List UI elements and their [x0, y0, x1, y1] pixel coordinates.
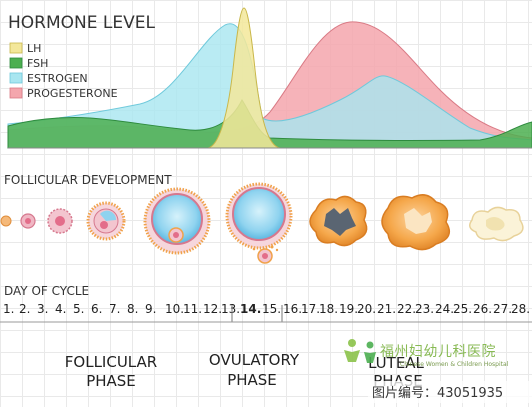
- graafian-follicle: [225, 182, 293, 264]
- estrogen-curve: [7, 23, 532, 149]
- day-label: 20.: [357, 302, 376, 316]
- phase-ovulatory: OVULATORY PHASE: [209, 351, 300, 389]
- day-label: 9.: [145, 302, 156, 316]
- legend-swatch-fsh: [9, 57, 23, 69]
- legend-item-estrogen: ESTROGEN: [9, 72, 88, 85]
- day-label: 19.: [339, 302, 358, 316]
- early-corpus-luteum: [309, 195, 368, 247]
- day-label: 22.: [397, 302, 416, 316]
- legend-item-lh: LH: [9, 42, 41, 55]
- antral-follicle: [143, 187, 211, 255]
- day-label: 15.: [262, 302, 281, 316]
- day-label: 10.: [165, 302, 184, 316]
- phase-luteal-line1: LUTEAL: [368, 354, 424, 372]
- primary-follicle: [20, 213, 36, 229]
- day-label: 1.: [3, 302, 14, 316]
- phase-follicular-line1: FOLLICULAR: [65, 353, 157, 371]
- day-label: 6.: [91, 302, 102, 316]
- legend: LH FSH ESTROGEN PROGESTERONE: [9, 42, 118, 100]
- day-of-cycle-title: DAY OF CYCLE: [4, 284, 89, 298]
- legend-item-fsh: FSH: [9, 57, 48, 70]
- secondary-follicle: [47, 208, 73, 234]
- phase-ovulatory-line1: OVULATORY: [209, 351, 300, 369]
- legend-label-estrogen: ESTROGEN: [27, 72, 88, 85]
- watermark-id-background: [368, 381, 532, 403]
- watermark-english-name: Chinese Women & Children Hospital: [400, 361, 509, 368]
- day-label: 12.: [203, 302, 222, 316]
- day-label: 26.: [473, 302, 492, 316]
- watermark-id: 图片编号：43051935: [372, 386, 503, 401]
- day-label: 24.: [435, 302, 454, 316]
- follicle-sequence: [0, 182, 524, 264]
- day-label: 18.: [319, 302, 338, 316]
- day-label: 21.: [377, 302, 396, 316]
- day-label: 11.: [183, 302, 202, 316]
- day-label: 13.: [221, 302, 240, 316]
- day-label: 8.: [127, 302, 138, 316]
- phase-follicular-line2: PHASE: [86, 372, 136, 390]
- day-label-highlighted: 14.: [240, 302, 261, 316]
- hormone-graph: [7, 7, 532, 149]
- day-label: 7.: [109, 302, 120, 316]
- hormone-level-title: HORMONE LEVEL: [8, 13, 155, 33]
- day-label: 28.: [511, 302, 530, 316]
- day-label: 17.: [301, 302, 320, 316]
- corpus-albicans: [469, 206, 524, 242]
- legend-swatch-lh: [9, 42, 23, 54]
- watermark-logo-icon: [344, 339, 376, 363]
- legend-swatch-estrogen: [9, 72, 23, 84]
- follicular-development-title: FOLLICULAR DEVELOPMENT: [4, 173, 172, 187]
- day-label: 5.: [73, 302, 84, 316]
- day-label: 3.: [37, 302, 48, 316]
- legend-item-progesterone: PROGESTERONE: [9, 87, 118, 100]
- phase-ovulatory-line2: PHASE: [227, 371, 277, 389]
- mature-corpus-luteum: [381, 194, 451, 251]
- legend-label-progesterone: PROGESTERONE: [27, 87, 118, 100]
- legend-label-fsh: FSH: [27, 57, 48, 70]
- legend-label-lh: LH: [27, 42, 41, 55]
- primordial-follicle: [0, 215, 12, 227]
- day-label: 25.: [453, 302, 472, 316]
- day-label: 4.: [55, 302, 66, 316]
- day-label: 27.: [493, 302, 512, 316]
- day-label: 23.: [415, 302, 434, 316]
- legend-swatch-progesterone: [9, 87, 23, 99]
- days-row: 1. 2. 3. 4. 5. 6. 7. 8. 9. 10.11. 12.13. 14. 15. 16.1…: [3, 302, 530, 316]
- lh-curve: [207, 7, 281, 149]
- day-label: 2.: [19, 302, 30, 316]
- watermark-chinese-name: 福州妇幼儿科医院: [380, 343, 496, 360]
- watermark: 福州妇幼儿科医院 Chinese Women & Children Hospit…: [344, 339, 532, 403]
- phase-follicular: FOLLICULAR PHASE: [65, 353, 157, 390]
- day-label: 16.: [283, 302, 302, 316]
- early-antral-follicle: [86, 201, 126, 241]
